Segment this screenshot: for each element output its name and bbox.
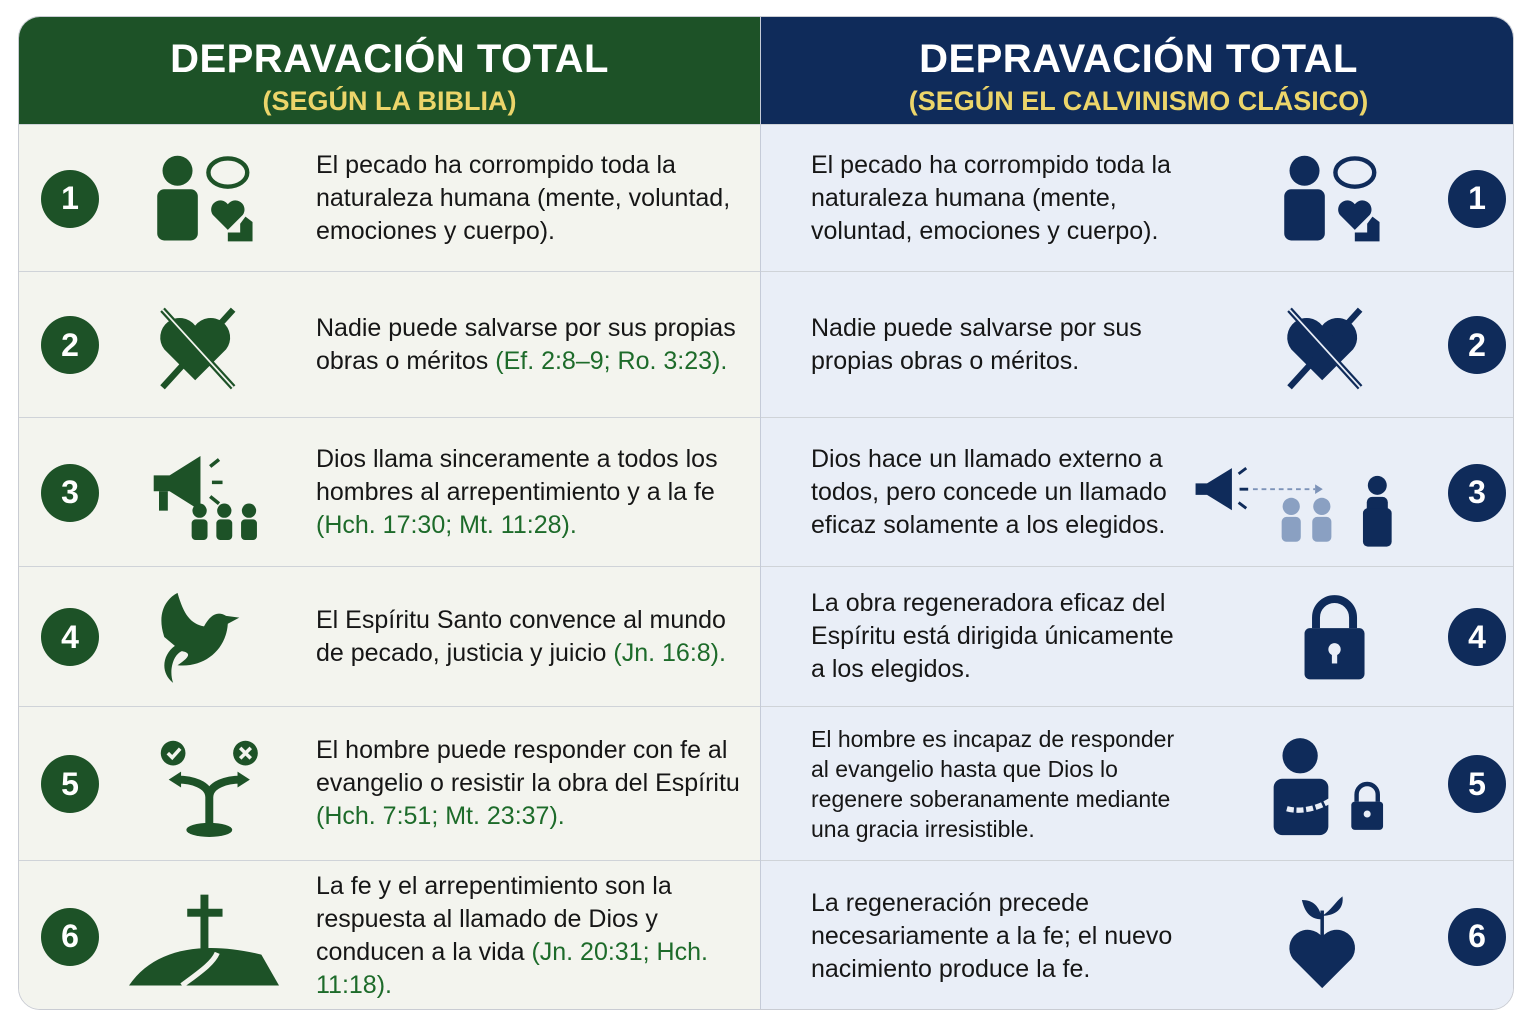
row-text: Dios hace un llamado externo a todos, pe… xyxy=(811,418,1191,566)
statement: El pecado ha corrompido toda la naturale… xyxy=(811,150,1171,245)
row-number: 6 xyxy=(41,907,99,966)
row-text-block: Nadie puede salvarse por sus propias obr… xyxy=(316,312,756,378)
row-text-block: El hombre puede responder con fe al evan… xyxy=(316,734,756,833)
statement: Nadie puede salvarse por sus propias obr… xyxy=(316,313,736,375)
row-number: 5 xyxy=(1448,755,1506,813)
row-icon xyxy=(153,455,257,540)
row-icon xyxy=(1304,595,1365,680)
row-text: El Espíritu Santo convence al mundo de p… xyxy=(316,567,756,706)
statement: La regeneración precede necesariamente a… xyxy=(811,888,1173,983)
row-icon xyxy=(161,592,240,683)
table-row: 6 La fe y el arrepentimiento son la respu… xyxy=(19,860,760,1009)
row-text: El hombre es incapaz de responder al eva… xyxy=(811,707,1191,860)
statement: La obra regeneradora eficaz del Espíritu… xyxy=(811,589,1174,683)
table-row: 1 El pecado ha corrompido toda la natural… xyxy=(19,124,760,271)
row-number: 2 xyxy=(41,316,99,374)
row-text-block: La fe y el arrepentimiento son la respue… xyxy=(316,870,756,1002)
row-number: 1 xyxy=(1448,169,1506,228)
row-text-block: El pecado ha corrompido toda la naturale… xyxy=(316,149,756,248)
statement: La fe y el arrepentimiento son la respue… xyxy=(316,872,672,966)
scripture-reference: (Jn. 20:31; Hch. 11:18). xyxy=(316,938,708,999)
row-text-block: El Espíritu Santo convence al mundo de p… xyxy=(316,604,756,670)
row-icon xyxy=(1284,155,1380,241)
scripture-reference: (Jn. 16:8). xyxy=(613,638,726,667)
table-row: 1 El pecado ha corrompido toda la natural… xyxy=(761,124,1513,271)
calvinism-column: DEPRAVACIÓN TOTAL (SEGÚN EL CALVINISMO C… xyxy=(760,17,1513,1009)
row-text-block: Nadie puede salvarse por sus propias obr… xyxy=(811,312,1191,378)
table-row: 3 Dios llama sinceramente a todos los hom… xyxy=(19,417,760,566)
table-row: 4 La obra regeneradora eficaz del Espírit… xyxy=(761,566,1513,706)
row-text-block: El hombre es incapaz de responder al eva… xyxy=(811,724,1191,844)
row-text-block: Dios hace un llamado externo a todos, pe… xyxy=(811,443,1191,542)
row-text: La fe y el arrepentimiento son la respue… xyxy=(316,861,756,1009)
row-icon xyxy=(157,155,253,241)
scripture-reference: (Ef. 2:8–9; Ro. 3:23). xyxy=(495,346,728,375)
scripture-reference: (Hch. 17:30; Mt. 11:28). xyxy=(316,510,577,539)
row-icon xyxy=(1287,307,1363,390)
column-subtitle: (SEGÚN LA BIBLIA) xyxy=(262,86,517,116)
statement: Nadie puede salvarse por sus propias obr… xyxy=(811,313,1142,375)
row-number: 4 xyxy=(1448,608,1506,666)
column-header: DEPRAVACIÓN TOTAL (SEGÚN EL CALVINISMO C… xyxy=(761,17,1513,124)
row-icon xyxy=(160,307,236,390)
row-text: El pecado ha corrompido toda la naturale… xyxy=(316,125,756,271)
row-number: 2 xyxy=(1448,316,1506,374)
row-number: 1 xyxy=(41,169,99,228)
column-title: DEPRAVACIÓN TOTAL xyxy=(919,37,1358,81)
row-text: Nadie puede salvarse por sus propias obr… xyxy=(316,272,756,417)
statement: El Espíritu Santo convence al mundo de p… xyxy=(316,605,726,667)
table-row: 5 El hombre es incapaz de responder al ev… xyxy=(761,706,1513,860)
row-icon xyxy=(1195,466,1392,547)
statement: El hombre es incapaz de responder al eva… xyxy=(811,725,1175,842)
row-text: El pecado ha corrompido toda la naturale… xyxy=(811,125,1191,271)
row-number: 3 xyxy=(41,463,99,522)
row-number: 5 xyxy=(41,755,99,813)
statement: El hombre puede responder con fe al evan… xyxy=(316,736,740,797)
row-icon xyxy=(129,894,279,988)
table-row: 3 Dios hace un llamado externo a todos, p… xyxy=(761,417,1513,566)
row-text: Nadie puede salvarse por sus propias obr… xyxy=(811,272,1191,417)
statement: Dios llama sinceramente a todos los homb… xyxy=(316,444,718,506)
row-text-block: El pecado ha corrompido toda la naturale… xyxy=(811,149,1191,248)
row-icon xyxy=(1273,738,1384,836)
column-subtitle: (SEGÚN EL CALVINISMO CLÁSICO) xyxy=(908,86,1369,116)
table-row: 4 El Espíritu Santo convence al mundo de … xyxy=(19,566,760,706)
column-header: DEPRAVACIÓN TOTAL (SEGÚN LA BIBLIA) xyxy=(19,17,760,124)
bible-column: DEPRAVACIÓN TOTAL (SEGÚN LA BIBLIA) 1 El … xyxy=(19,17,760,1009)
table-row: 2 Nadie puede salvarse por sus propias ob… xyxy=(19,271,760,417)
comparison-table: DEPRAVACIÓN TOTAL (SEGÚN LA BIBLIA) 1 El … xyxy=(18,16,1514,1010)
row-text: El hombre puede responder con fe al evan… xyxy=(316,707,756,860)
table-row: 5 El hombre puede responder con fe al eva… xyxy=(19,706,760,860)
row-text-block: La regeneración precede necesariamente a… xyxy=(811,887,1191,986)
row-icon xyxy=(160,740,258,837)
statement: El pecado ha corrompido toda la naturale… xyxy=(316,150,731,245)
table-row: 6 La regeneración precede necesariamente … xyxy=(761,860,1513,1009)
column-title: DEPRAVACIÓN TOTAL xyxy=(170,37,609,81)
row-text: Dios llama sinceramente a todos los homb… xyxy=(316,418,756,566)
row-text: La obra regeneradora eficaz del Espíritu… xyxy=(811,567,1191,706)
scripture-reference: (Hch. 7:51; Mt. 23:37). xyxy=(316,802,565,830)
row-text-block: La obra regeneradora eficaz del Espíritu… xyxy=(811,587,1191,686)
row-text-block: Dios llama sinceramente a todos los homb… xyxy=(316,443,756,542)
statement: Dios hace un llamado externo a todos, pe… xyxy=(811,444,1167,539)
row-icon xyxy=(1289,895,1356,988)
table-row: 2 Nadie puede salvarse por sus propias ob… xyxy=(761,271,1513,417)
row-number: 4 xyxy=(41,608,99,666)
row-text: La regeneración precede necesariamente a… xyxy=(811,861,1191,1009)
row-number: 3 xyxy=(1448,463,1506,522)
row-number: 6 xyxy=(1448,907,1506,966)
